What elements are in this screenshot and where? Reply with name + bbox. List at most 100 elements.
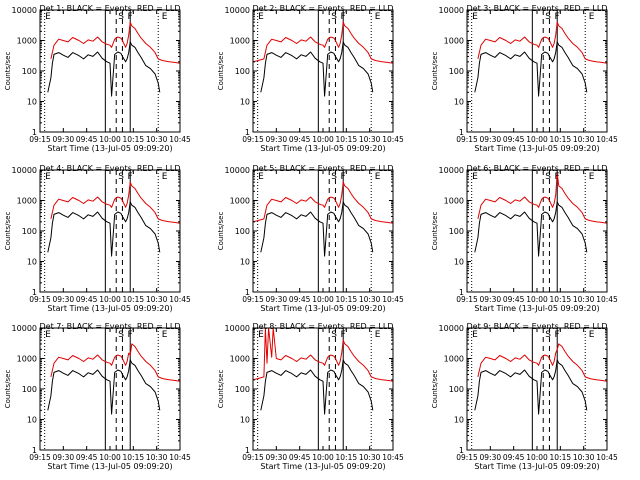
y-tick-label: 1	[245, 128, 250, 137]
x-axis-label: Start Time (13-Jul-05 09:09:20)	[260, 304, 385, 313]
y-tick-label: 100	[235, 227, 250, 236]
x-tick-label: 09:30	[53, 295, 75, 304]
detector-panel-8: 1 10 100 1000 10000 09:15 09:30 09:45 10:00 10:15…	[217, 322, 404, 471]
y-tick-label: 10000	[439, 6, 464, 15]
region-letter: E	[375, 330, 381, 340]
x-tick-label: 10:30	[359, 453, 381, 462]
region-letter: S	[118, 330, 124, 340]
x-tick-label: 09:30	[266, 295, 288, 304]
x-tick-label: 09:45	[289, 453, 311, 462]
x-tick-label: 10:30	[146, 135, 168, 144]
y-tick-label: 1	[245, 446, 250, 455]
y-tick-label: 1000	[17, 37, 37, 46]
region-letter: E	[589, 12, 595, 22]
y-tick-label: 1000	[230, 37, 250, 46]
region-letter: E	[162, 12, 168, 22]
region-letter: E	[258, 172, 264, 182]
y-tick-label: 1000	[444, 355, 464, 364]
detector-panel-4: 1 10 100 1000 10000 09:15 09:30 09:45 10:00 10:15…	[4, 164, 191, 313]
x-tick-label: 10:45	[169, 453, 191, 462]
x-axis-label: Start Time (13-Jul-05 09:09:20)	[474, 462, 599, 471]
y-axis-label: Counts/sec	[431, 212, 439, 251]
x-tick-label: 09:15	[456, 295, 478, 304]
lld-series-line	[252, 327, 394, 382]
y-tick-label: 10000	[12, 166, 37, 175]
x-tick-label: 09:30	[266, 135, 288, 144]
x-tick-label: 09:15	[242, 295, 264, 304]
panel-title: Det 4: BLACK = Events, RED = LLD	[40, 164, 181, 173]
x-tick-label: 10:00	[99, 135, 121, 144]
lld-series-line	[50, 181, 181, 224]
y-tick-label: 1	[459, 446, 464, 455]
region-letter: E	[472, 330, 478, 340]
y-tick-label: 100	[449, 67, 464, 76]
x-tick-label: 09:15	[29, 453, 51, 462]
x-tick-label: 10:45	[596, 295, 618, 304]
region-letter: F	[128, 330, 133, 340]
lld-series-line	[50, 343, 181, 382]
x-tick-label: 10:45	[382, 135, 404, 144]
x-tick-label: 09:30	[53, 135, 75, 144]
y-tick-label: 10	[27, 258, 37, 267]
detector-panel-6: 1 10 100 1000 10000 09:15 09:30 09:45 10:00 10:15…	[431, 164, 618, 313]
region-letter: F	[128, 12, 133, 22]
region-letter: F	[341, 330, 346, 340]
y-tick-label: 100	[22, 67, 37, 76]
region-letter: E	[258, 330, 264, 340]
region-letter: E	[472, 172, 478, 182]
events-series-line	[474, 359, 588, 415]
x-tick-label: 09:30	[480, 453, 502, 462]
y-axis-label: Counts/sec	[4, 212, 12, 251]
y-tick-label: 1	[32, 446, 37, 455]
detector-panel-9: 1 10 100 1000 10000 09:15 09:30 09:45 10:00 10:15…	[431, 322, 618, 471]
x-axis-label: Start Time (13-Jul-05 09:09:20)	[260, 462, 385, 471]
region-letter: S	[331, 172, 337, 182]
x-tick-label: 10:15	[550, 453, 572, 462]
x-tick-label: 10:30	[359, 295, 381, 304]
region-letter: S	[545, 12, 551, 22]
x-tick-label: 10:15	[550, 295, 572, 304]
y-axis-label: Counts/sec	[431, 370, 439, 409]
y-axis-label: Counts/sec	[431, 52, 439, 91]
region-letter: S	[545, 172, 551, 182]
x-tick-label: 09:45	[503, 295, 525, 304]
x-tick-label: 10:45	[382, 453, 404, 462]
region-letter: F	[555, 12, 560, 22]
panel-title: Det 8: BLACK = Events, RED = LLD	[253, 322, 394, 331]
events-series-line	[260, 359, 374, 415]
x-tick-label: 09:45	[289, 295, 311, 304]
y-tick-label: 100	[449, 385, 464, 394]
y-tick-label: 10	[454, 98, 464, 107]
y-tick-label: 10000	[225, 324, 250, 333]
x-tick-label: 10:00	[526, 453, 548, 462]
y-tick-label: 10	[240, 98, 250, 107]
lld-series-line	[477, 21, 608, 64]
x-tick-label: 09:45	[76, 135, 98, 144]
x-tick-label: 10:45	[382, 295, 404, 304]
region-letter: E	[45, 12, 51, 22]
y-tick-label: 10000	[439, 166, 464, 175]
y-tick-label: 1	[245, 288, 250, 297]
y-tick-label: 100	[235, 67, 250, 76]
x-axis-label: Start Time (13-Jul-05 09:09:20)	[260, 144, 385, 153]
x-axis-label: Start Time (13-Jul-05 09:09:20)	[47, 462, 172, 471]
region-letter: E	[375, 12, 381, 22]
region-letter: E	[162, 330, 168, 340]
detector-panel-3: 1 10 100 1000 10000 09:15 09:30 09:45 10:00 10:15…	[431, 4, 618, 153]
x-tick-label: 09:45	[503, 135, 525, 144]
panel-title: Det 6: BLACK = Events, RED = LLD	[467, 164, 608, 173]
x-tick-label: 09:15	[29, 295, 51, 304]
x-tick-label: 09:30	[480, 295, 502, 304]
region-letter: F	[341, 172, 346, 182]
region-letter: E	[375, 172, 381, 182]
y-tick-label: 100	[235, 385, 250, 394]
detector-panel-7: 1 10 100 1000 10000 09:15 09:30 09:45 10:00 10:15…	[4, 322, 191, 471]
x-tick-label: 10:30	[146, 295, 168, 304]
panel-title: Det 7: BLACK = Events, RED = LLD	[40, 322, 181, 331]
y-tick-label: 1	[459, 288, 464, 297]
y-tick-label: 1	[32, 288, 37, 297]
x-tick-label: 10:30	[573, 295, 595, 304]
y-tick-label: 10	[454, 416, 464, 425]
detector-panel-5: 1 10 100 1000 10000 09:15 09:30 09:45 10:00 10:15…	[217, 164, 404, 313]
